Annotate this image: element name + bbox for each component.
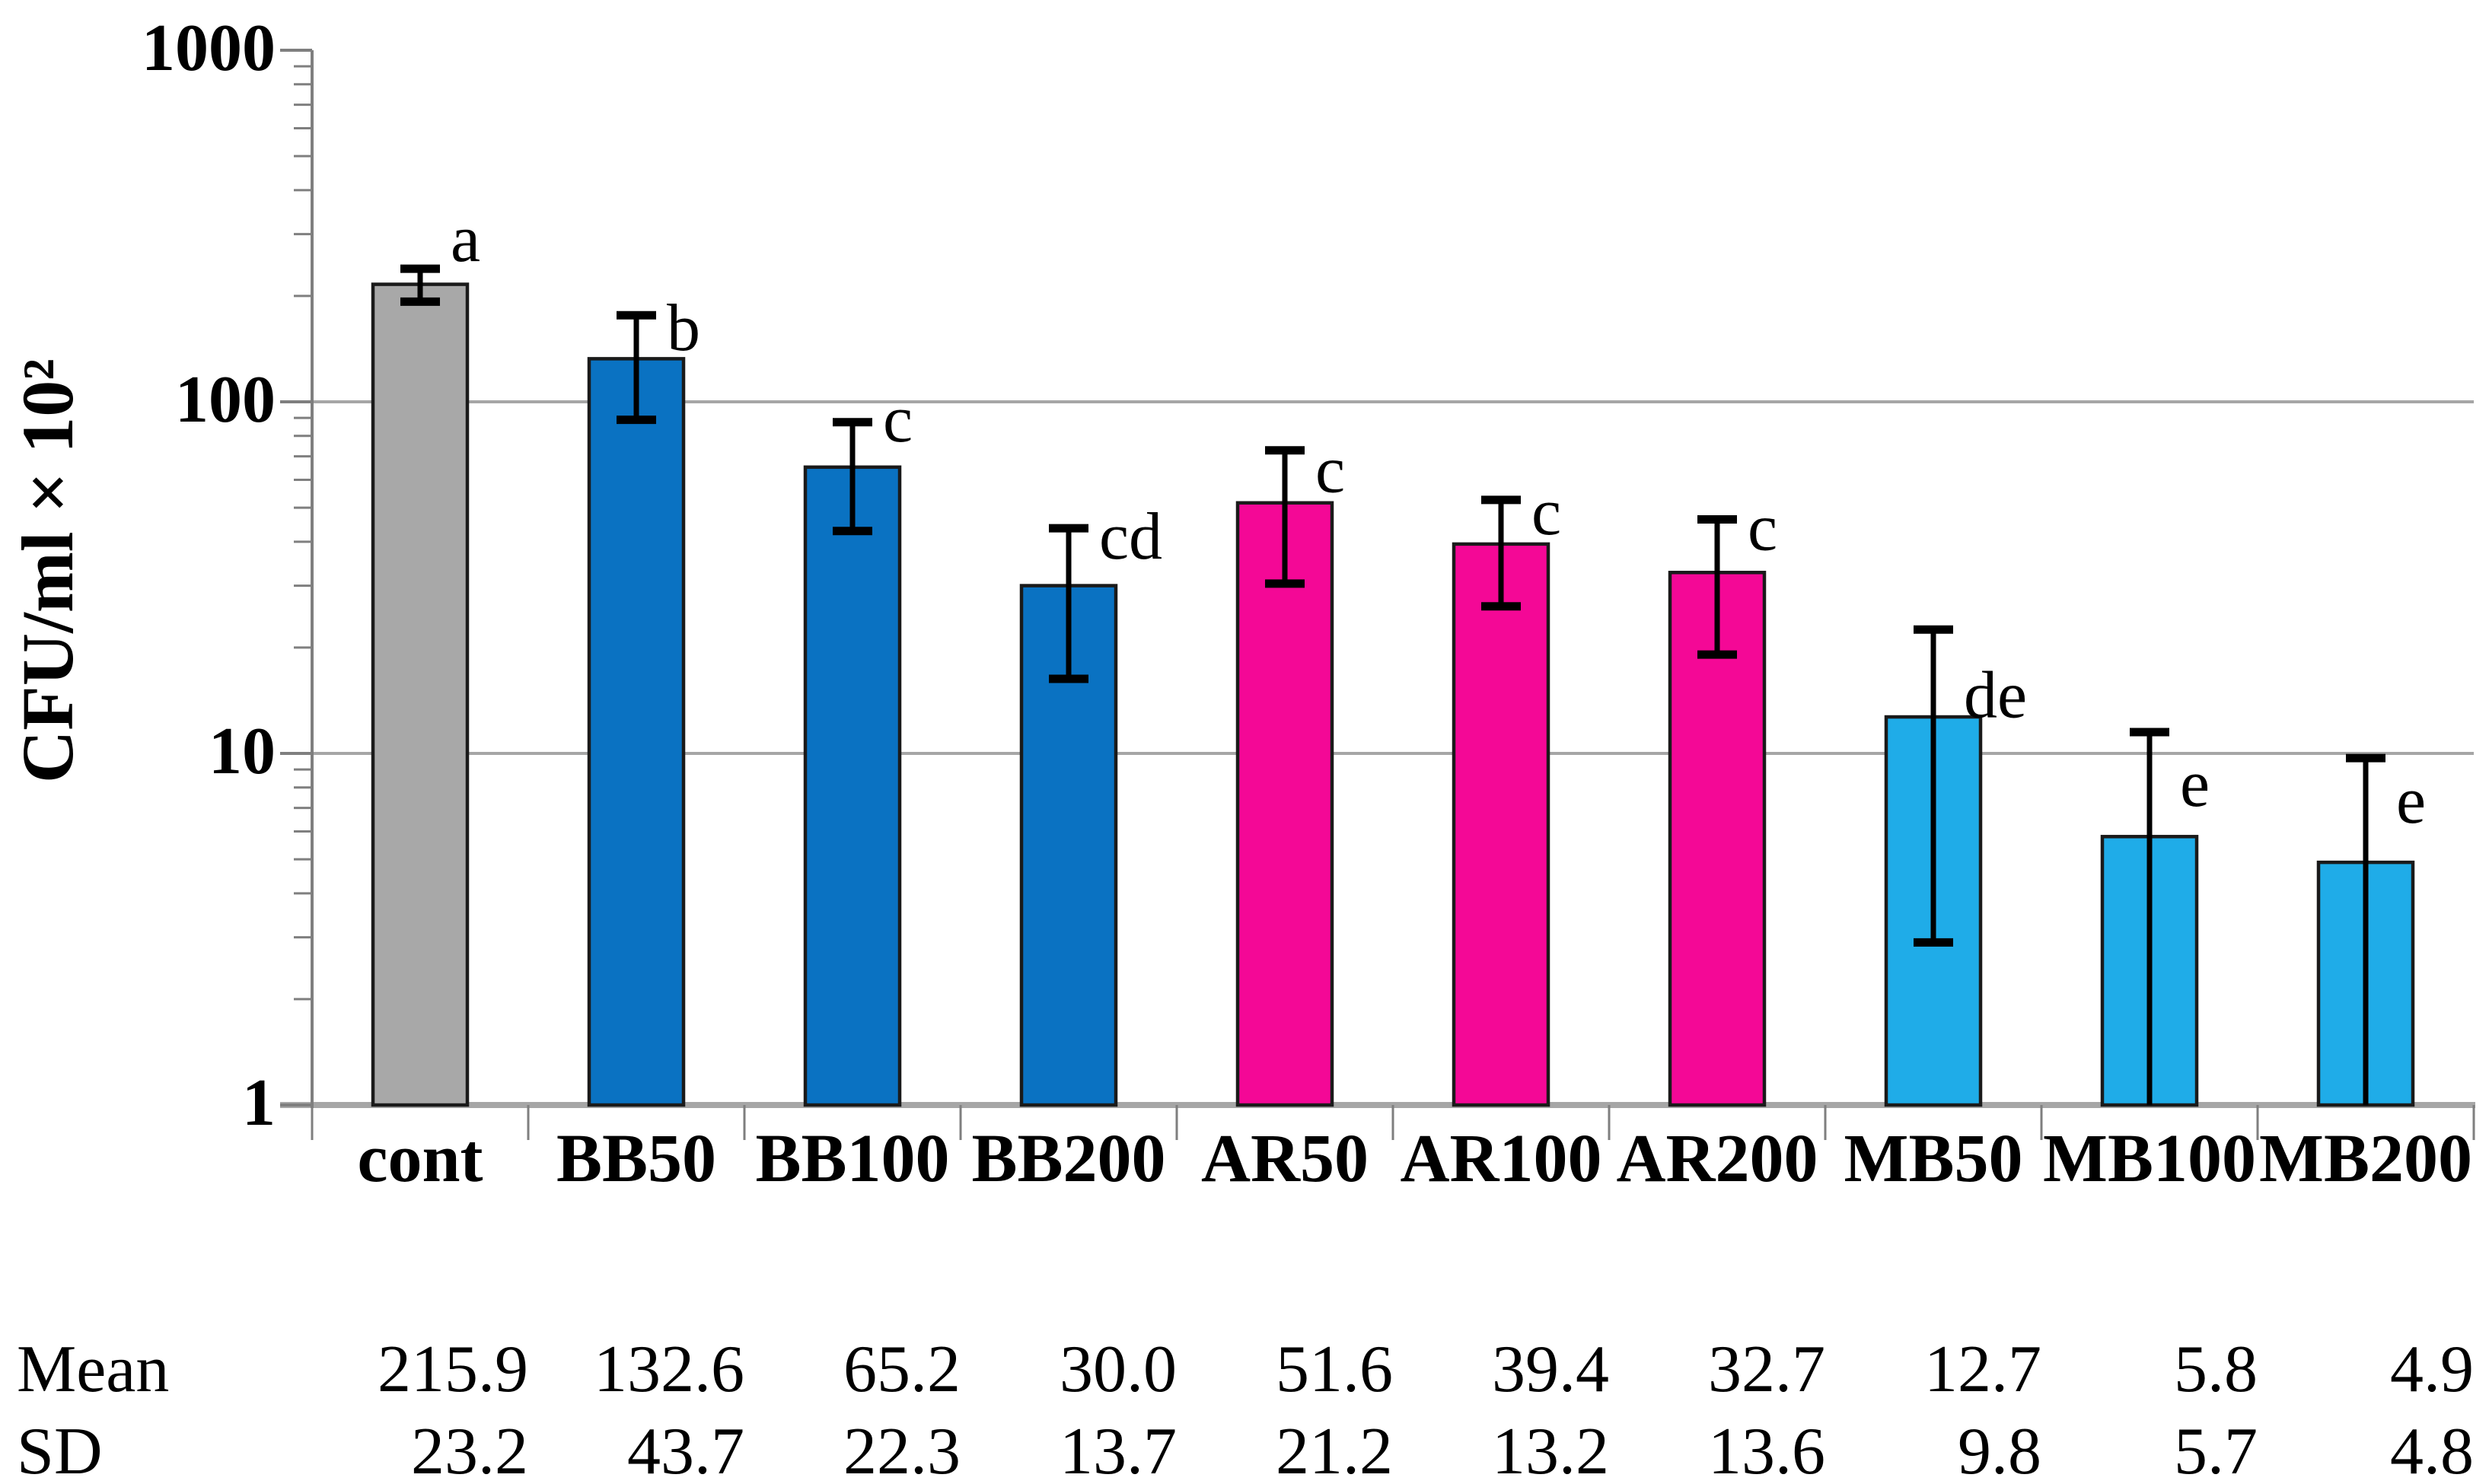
bar-AR50 [1235,501,1334,1107]
significance-letter-MB200: e [2396,764,2426,838]
y-tick-label: 1000 [142,11,276,85]
bar-BB50 [587,357,686,1107]
x-label-BB200: BB200 [971,1121,1165,1196]
table-cell-sd-MB200: 4.8 [2390,1415,2474,1484]
table-cell-sd-BB50: 43.7 [627,1415,744,1484]
table-row-label-mean: Mean [17,1333,169,1406]
bar-AR100 [1452,542,1550,1107]
table-cell-sd-AR50: 21.2 [1276,1415,1393,1484]
significance-letter-AR200: c [1748,492,1777,565]
x-label-BB100: BB100 [755,1121,949,1196]
x-label-MB200: MB200 [2259,1121,2472,1196]
significance-letter-BB200: cd [1099,500,1162,574]
significance-letter-AR50: c [1315,434,1345,508]
significance-letter-MB100: e [2180,747,2210,821]
table-cell-mean-MB100: 5.8 [2174,1333,2258,1406]
bar-cont [371,282,470,1107]
x-label-AR100: AR100 [1401,1121,1602,1196]
significance-letter-BB50: b [667,291,700,365]
x-label-MB50: MB50 [1844,1121,2023,1196]
y-axis-title: CFU/ml × 10² [7,358,88,783]
bar-BB100 [803,465,902,1107]
x-label-MB100: MB100 [2043,1121,2256,1196]
table-cell-mean-MB50: 12.7 [1924,1333,2041,1406]
table-cell-mean-BB100: 65.2 [843,1333,961,1406]
x-label-BB50: BB50 [556,1121,716,1196]
significance-letter-BB100: c [883,383,913,457]
significance-letter-cont: a [451,202,480,276]
table-row-label-sd: SD [17,1415,103,1484]
table-cell-sd-AR200: 13.6 [1708,1415,1825,1484]
table-cell-sd-BB200: 13.7 [1060,1415,1177,1484]
table-cell-sd-MB50: 9.8 [1958,1415,2041,1484]
significance-letter-MB50: de [1964,658,2027,732]
table-cell-sd-MB100: 5.7 [2174,1415,2258,1484]
table-cell-mean-AR50: 51.6 [1276,1333,1393,1406]
x-label-cont: cont [358,1121,483,1196]
table-cell-mean-MB200: 4.9 [2390,1333,2474,1406]
table-cell-sd-BB100: 22.3 [843,1415,961,1484]
y-tick-label: 10 [209,715,276,788]
y-tick-label: 100 [175,363,276,437]
table-cell-mean-cont: 215.9 [378,1333,528,1406]
table-cell-mean-AR100: 39.4 [1492,1333,1609,1406]
significance-letter-AR100: c [1531,476,1561,549]
table-cell-sd-cont: 23.2 [411,1415,528,1484]
table-cell-mean-AR200: 32.7 [1708,1333,1825,1406]
x-label-AR50: AR50 [1201,1121,1369,1196]
x-label-AR200: AR200 [1617,1121,1818,1196]
bar-AR200 [1668,571,1767,1107]
y-tick-label: 1 [242,1066,276,1140]
table-cell-mean-BB200: 30.0 [1060,1333,1177,1406]
table-cell-mean-BB50: 132.6 [594,1333,744,1406]
table-cell-sd-AR100: 13.2 [1492,1415,1609,1484]
